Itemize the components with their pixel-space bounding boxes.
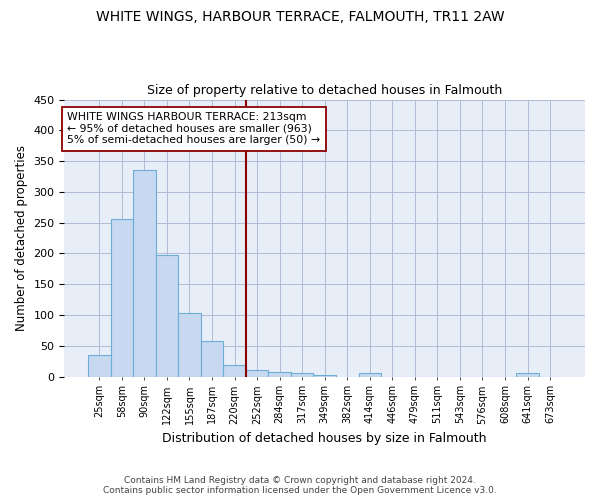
Bar bbox=[155, 256, 178, 376]
Bar bbox=[201, 342, 223, 376]
Text: WHITE WINGS HARBOUR TERRACE: 213sqm
← 95% of detached houses are smaller (963)
5: WHITE WINGS HARBOUR TERRACE: 213sqm ← 95… bbox=[67, 112, 320, 145]
Bar bbox=[178, 312, 201, 376]
Bar bbox=[246, 370, 268, 376]
Text: Contains HM Land Registry data © Crown copyright and database right 2024.
Contai: Contains HM Land Registry data © Crown c… bbox=[103, 476, 497, 495]
Bar bbox=[516, 374, 539, 376]
Bar bbox=[359, 374, 381, 376]
Text: WHITE WINGS, HARBOUR TERRACE, FALMOUTH, TR11 2AW: WHITE WINGS, HARBOUR TERRACE, FALMOUTH, … bbox=[95, 10, 505, 24]
Bar bbox=[313, 374, 336, 376]
Bar bbox=[88, 355, 110, 376]
Bar bbox=[291, 374, 313, 376]
Bar bbox=[133, 170, 155, 376]
Y-axis label: Number of detached properties: Number of detached properties bbox=[15, 145, 28, 331]
Title: Size of property relative to detached houses in Falmouth: Size of property relative to detached ho… bbox=[147, 84, 502, 97]
Bar bbox=[268, 372, 291, 376]
Bar bbox=[223, 365, 246, 376]
Bar bbox=[110, 219, 133, 376]
X-axis label: Distribution of detached houses by size in Falmouth: Distribution of detached houses by size … bbox=[163, 432, 487, 445]
